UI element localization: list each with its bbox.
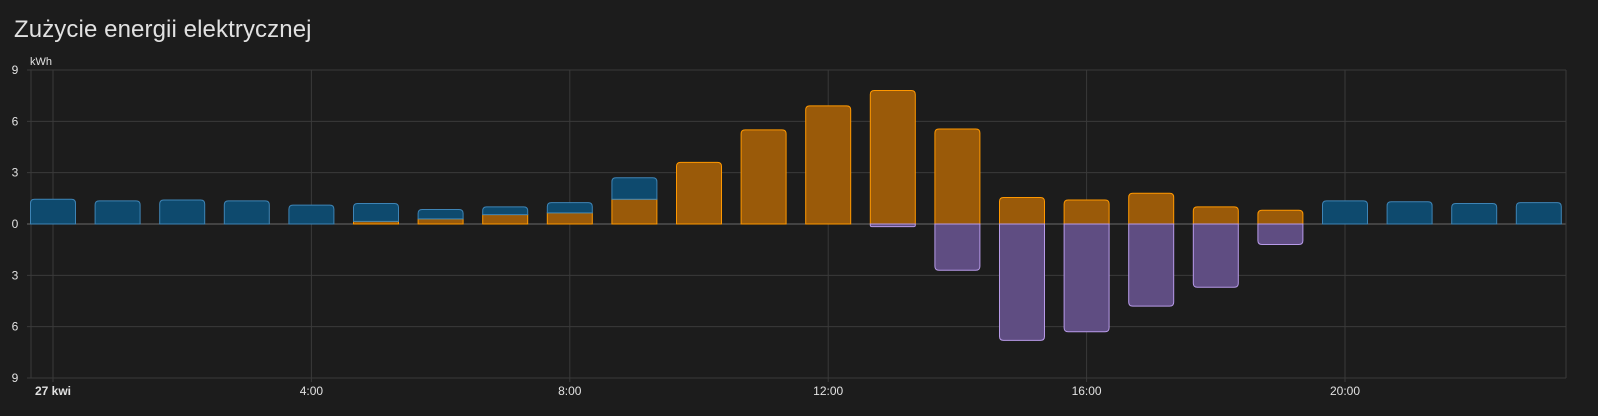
bar-export bbox=[934, 223, 981, 271]
y-tick-label: 6 bbox=[12, 114, 19, 128]
bar-grid bbox=[1386, 201, 1433, 225]
bar-grid bbox=[546, 202, 593, 214]
bar-solar bbox=[934, 128, 981, 225]
bar-solar bbox=[546, 212, 593, 225]
x-tick-label: 16:00 bbox=[1072, 384, 1102, 398]
grid-lines bbox=[27, 69, 1567, 382]
bar-solar bbox=[1063, 199, 1110, 225]
x-tick-label-date: 27 kwi bbox=[35, 384, 71, 398]
y-tick-label: 9 bbox=[12, 371, 19, 385]
bar-grid bbox=[417, 208, 464, 220]
bar-solar bbox=[999, 196, 1045, 225]
bar-solar bbox=[1128, 192, 1175, 225]
bar-grid bbox=[611, 177, 658, 200]
bar-solar bbox=[805, 105, 852, 225]
bar-solar bbox=[676, 161, 722, 225]
bar-grid bbox=[30, 198, 76, 225]
bar-grid bbox=[1451, 202, 1498, 225]
bar-grid bbox=[159, 199, 206, 225]
x-tick-label: 12:00 bbox=[813, 384, 843, 398]
bar-export bbox=[1128, 223, 1175, 307]
bar-grid bbox=[1322, 200, 1368, 225]
bar-export bbox=[1257, 223, 1304, 246]
x-tick-label: 8:00 bbox=[558, 384, 582, 398]
bar-export bbox=[1063, 223, 1110, 333]
y-axis-unit-label: kWh bbox=[30, 56, 52, 68]
bar-solar bbox=[869, 90, 916, 225]
bar-solar bbox=[1257, 209, 1304, 225]
bar-export bbox=[1192, 223, 1239, 288]
bar-solar bbox=[482, 214, 529, 225]
x-tick-label: 4:00 bbox=[300, 384, 324, 398]
bar-solar bbox=[611, 198, 658, 225]
y-tick-label: 9 bbox=[12, 63, 19, 77]
bar-grid bbox=[223, 200, 270, 225]
x-tick-label: 20:00 bbox=[1330, 384, 1360, 398]
y-tick-label: 0 bbox=[12, 217, 19, 231]
bar-export bbox=[999, 223, 1045, 341]
y-tick-label: 3 bbox=[12, 166, 19, 180]
y-tick-label: 6 bbox=[12, 320, 19, 334]
bar-solar bbox=[740, 129, 787, 225]
axis-labels: kWh 9 6 3 0 3 6 9 27 kwi 4:00 8:00 12:00 16:00 20:00 bbox=[12, 56, 1361, 398]
bars bbox=[30, 90, 1562, 341]
bar-export bbox=[869, 223, 916, 228]
bar-solar bbox=[417, 218, 464, 225]
bar-grid bbox=[1515, 202, 1562, 225]
bar-grid bbox=[288, 204, 335, 225]
y-tick-label: 3 bbox=[12, 268, 19, 282]
bar-grid bbox=[94, 200, 141, 225]
bar-grid bbox=[353, 202, 399, 222]
bar-solar bbox=[1192, 206, 1239, 225]
card-title: Zużycie energii elektrycznej bbox=[14, 16, 312, 43]
bar-grid bbox=[482, 206, 529, 216]
